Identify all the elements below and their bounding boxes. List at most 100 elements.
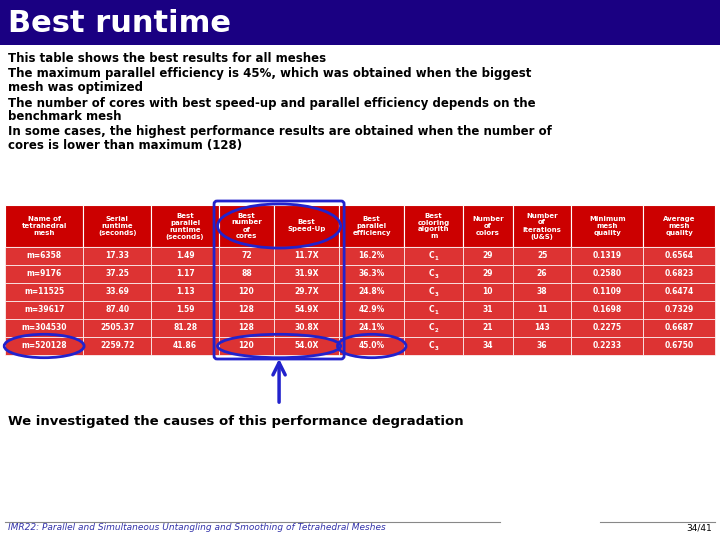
- FancyBboxPatch shape: [219, 247, 274, 265]
- FancyBboxPatch shape: [274, 205, 339, 247]
- Text: 33.69: 33.69: [105, 287, 129, 296]
- Text: IMR22: Parallel and Simultaneous Untangling and Smoothing of Tetrahedral Meshes: IMR22: Parallel and Simultaneous Untangl…: [8, 523, 386, 532]
- Text: cores is lower than maximum (128): cores is lower than maximum (128): [8, 139, 242, 152]
- Text: Best
parallel
efficiency: Best parallel efficiency: [352, 216, 391, 236]
- Text: 0.6823: 0.6823: [665, 269, 694, 279]
- Text: Number
of
iterations
(U&S): Number of iterations (U&S): [523, 213, 562, 240]
- FancyBboxPatch shape: [151, 337, 219, 355]
- FancyBboxPatch shape: [405, 283, 463, 301]
- Text: 0.1698: 0.1698: [593, 306, 622, 314]
- Text: 0.6750: 0.6750: [665, 341, 693, 350]
- FancyBboxPatch shape: [643, 205, 715, 247]
- Text: 0.6564: 0.6564: [665, 252, 693, 260]
- FancyBboxPatch shape: [219, 283, 274, 301]
- Text: 11: 11: [537, 306, 547, 314]
- Text: 29.7X: 29.7X: [294, 287, 319, 296]
- Text: The maximum parallel efficiency is 45%, which was obtained when the biggest: The maximum parallel efficiency is 45%, …: [8, 68, 531, 80]
- FancyBboxPatch shape: [84, 337, 151, 355]
- Text: 30.8X: 30.8X: [294, 323, 319, 333]
- Text: 34: 34: [482, 341, 493, 350]
- FancyBboxPatch shape: [463, 301, 513, 319]
- Text: 1: 1: [434, 309, 438, 314]
- FancyBboxPatch shape: [405, 319, 463, 337]
- Text: 81.28: 81.28: [173, 323, 197, 333]
- Text: 16.2%: 16.2%: [359, 252, 385, 260]
- Text: 36.3%: 36.3%: [359, 269, 385, 279]
- Text: 0.6474: 0.6474: [665, 287, 694, 296]
- FancyBboxPatch shape: [274, 247, 339, 265]
- Text: 0.7329: 0.7329: [665, 306, 694, 314]
- FancyBboxPatch shape: [463, 247, 513, 265]
- Text: Serial
runtime
(seconds): Serial runtime (seconds): [98, 216, 137, 236]
- FancyBboxPatch shape: [219, 301, 274, 319]
- FancyBboxPatch shape: [274, 283, 339, 301]
- Text: 3: 3: [434, 292, 438, 296]
- FancyBboxPatch shape: [0, 0, 720, 45]
- FancyBboxPatch shape: [339, 301, 405, 319]
- FancyBboxPatch shape: [5, 247, 84, 265]
- Text: Best
parallel
runtime
(seconds): Best parallel runtime (seconds): [166, 213, 204, 240]
- Text: m=304530: m=304530: [22, 323, 67, 333]
- Text: 24.1%: 24.1%: [359, 323, 385, 333]
- FancyBboxPatch shape: [405, 247, 463, 265]
- FancyBboxPatch shape: [339, 265, 405, 283]
- FancyBboxPatch shape: [572, 205, 643, 247]
- FancyBboxPatch shape: [643, 319, 715, 337]
- FancyBboxPatch shape: [463, 283, 513, 301]
- Text: Average
mesh
quality: Average mesh quality: [663, 216, 696, 236]
- FancyBboxPatch shape: [84, 319, 151, 337]
- FancyBboxPatch shape: [84, 205, 151, 247]
- Text: 37.25: 37.25: [105, 269, 129, 279]
- FancyBboxPatch shape: [84, 283, 151, 301]
- FancyBboxPatch shape: [405, 205, 463, 247]
- Text: m=6358: m=6358: [27, 252, 62, 260]
- FancyBboxPatch shape: [572, 283, 643, 301]
- FancyBboxPatch shape: [274, 265, 339, 283]
- FancyBboxPatch shape: [643, 301, 715, 319]
- Text: 0.2233: 0.2233: [593, 341, 622, 350]
- FancyBboxPatch shape: [5, 205, 84, 247]
- Text: 2259.72: 2259.72: [100, 341, 135, 350]
- FancyBboxPatch shape: [84, 247, 151, 265]
- Text: 0.2580: 0.2580: [593, 269, 622, 279]
- Text: 41.86: 41.86: [173, 341, 197, 350]
- Text: C: C: [428, 287, 434, 296]
- Text: 2505.37: 2505.37: [100, 323, 135, 333]
- FancyBboxPatch shape: [84, 301, 151, 319]
- Text: C: C: [428, 341, 434, 350]
- Text: Best runtime: Best runtime: [8, 9, 231, 37]
- Text: 34/41: 34/41: [686, 523, 712, 532]
- Text: 143: 143: [534, 323, 550, 333]
- FancyBboxPatch shape: [643, 283, 715, 301]
- Text: 11.7X: 11.7X: [294, 252, 319, 260]
- FancyBboxPatch shape: [219, 265, 274, 283]
- FancyBboxPatch shape: [274, 337, 339, 355]
- Text: C: C: [428, 252, 434, 260]
- FancyBboxPatch shape: [84, 265, 151, 283]
- FancyBboxPatch shape: [513, 205, 572, 247]
- Text: 0.6687: 0.6687: [665, 323, 694, 333]
- FancyBboxPatch shape: [151, 301, 219, 319]
- FancyBboxPatch shape: [151, 247, 219, 265]
- FancyBboxPatch shape: [5, 337, 84, 355]
- Text: 88: 88: [241, 269, 252, 279]
- Text: 72: 72: [241, 252, 252, 260]
- FancyBboxPatch shape: [339, 319, 405, 337]
- Text: benchmark mesh: benchmark mesh: [8, 110, 122, 123]
- FancyBboxPatch shape: [405, 337, 463, 355]
- Text: 0.1319: 0.1319: [593, 252, 622, 260]
- Text: The number of cores with best speed-up and parallel efficiency depends on the: The number of cores with best speed-up a…: [8, 97, 536, 110]
- Text: 1.59: 1.59: [176, 306, 194, 314]
- Text: 26: 26: [537, 269, 547, 279]
- Text: Best
number
of
cores: Best number of cores: [231, 213, 262, 240]
- FancyBboxPatch shape: [274, 319, 339, 337]
- Text: In some cases, the highest performance results are obtained when the number of: In some cases, the highest performance r…: [8, 125, 552, 138]
- FancyBboxPatch shape: [5, 265, 84, 283]
- Text: C: C: [428, 323, 434, 333]
- Text: 29: 29: [482, 269, 493, 279]
- FancyBboxPatch shape: [5, 283, 84, 301]
- FancyBboxPatch shape: [463, 265, 513, 283]
- Text: mesh was optimized: mesh was optimized: [8, 81, 143, 94]
- FancyBboxPatch shape: [513, 247, 572, 265]
- Text: 1.17: 1.17: [176, 269, 194, 279]
